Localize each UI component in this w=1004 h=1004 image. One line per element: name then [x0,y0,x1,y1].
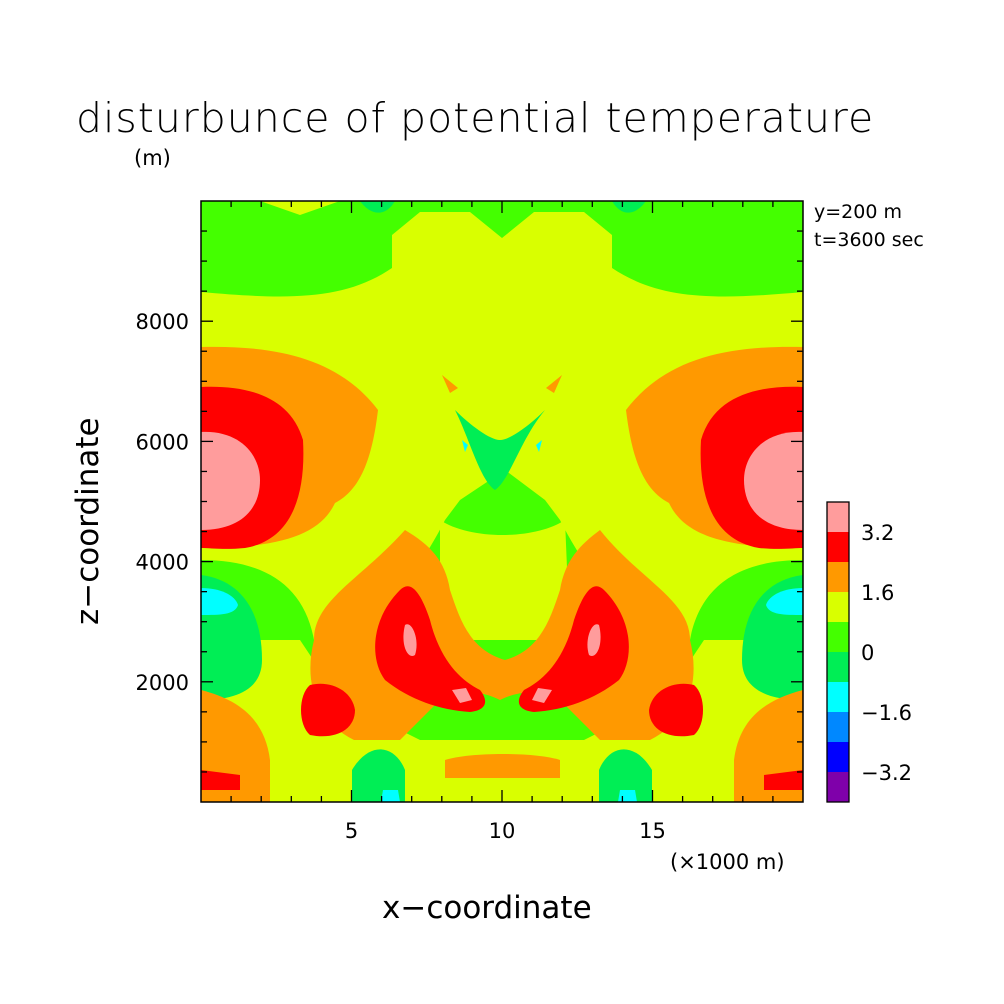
colorbar: 3.2 1.6 0 −1.6 −3.2 [826,501,912,803]
y-tick-label: 4000 [136,551,189,575]
x-axis-label: x−coordinate [382,890,592,926]
y-axis-unit: (m) [134,146,171,170]
colorbar-label: 0 [861,641,874,665]
contour-field [201,201,803,802]
colorbar-swatch [827,532,849,562]
colorbar-label: 3.2 [861,521,894,545]
colorbar-frame [826,501,850,803]
x-tick-label: 10 [489,819,516,843]
colorbar-swatch [827,652,849,682]
x-axis-ticks: 5 10 15 [230,201,774,843]
colorbar-swatch [827,562,849,592]
colorbar-swatch [827,772,849,802]
band-0.8-to-1.6 [201,201,803,802]
band-minus-0.8-to-0 [201,201,803,802]
colorbar-swatch [827,742,849,772]
y-tick-label: 8000 [136,310,189,334]
y-tick-label: 2000 [136,671,189,695]
colorbar-swatch [827,502,849,532]
x-axis-unit: (×1000 m) [670,850,785,874]
annotation-time: t=3600 sec [814,229,924,251]
colorbar-label: −3.2 [861,761,912,785]
y-tick-label: 6000 [136,430,189,454]
colorbar-swatch [827,712,849,742]
colorbar-swatch [827,622,849,652]
y-axis-ticks: 2000 4000 6000 8000 [136,230,803,773]
annotation-y-position: y=200 m [814,201,902,223]
colorbar-label: −1.6 [861,701,912,725]
chart-title: disturbunce of potential temperature [76,94,875,142]
colorbar-label: 1.6 [861,581,894,605]
x-tick-label: 5 [345,819,358,843]
colorbar-swatch [827,592,849,622]
colorbar-swatch [827,682,849,712]
x-tick-label: 15 [639,819,666,843]
band-3.2-to-4.0 [201,431,803,703]
